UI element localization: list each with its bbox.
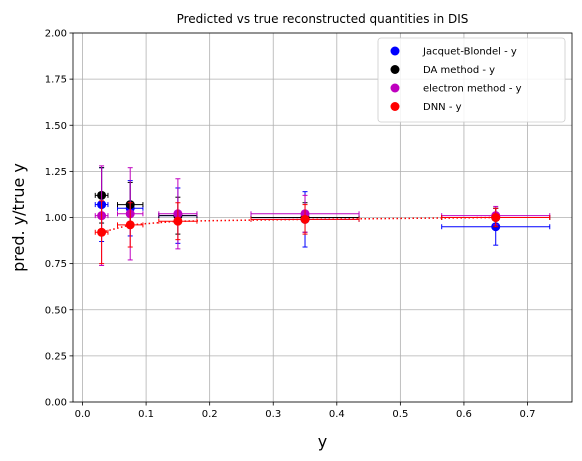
- x-tick-label: 0.2: [202, 409, 218, 420]
- x-tick-label: 0.1: [138, 409, 154, 420]
- legend-item: DA method - y: [390, 65, 495, 76]
- legend-label: electron method - y: [423, 84, 522, 95]
- y-axis-title: pred. y/true y: [9, 163, 28, 272]
- series-3: [94, 200, 551, 265]
- chart-title: Predicted vs true reconstructed quantiti…: [177, 12, 469, 26]
- y-tick-label: 2.00: [45, 29, 67, 40]
- legend-item: DNN - y: [390, 102, 462, 113]
- x-tick-label: 0.6: [456, 409, 472, 420]
- x-tick-label: 0.3: [265, 409, 281, 420]
- y-tick-label: 1.00: [45, 213, 67, 224]
- legend: Jacquet-Blondel - y DA method - y electron…: [377, 37, 566, 123]
- legend-label: DNN - y: [423, 102, 462, 113]
- y-tick-label: 0.00: [45, 398, 67, 409]
- data-point: [125, 220, 135, 230]
- data-point: [300, 214, 310, 224]
- y-tick-label: 1.50: [45, 121, 67, 132]
- y-tick-label: 1.75: [45, 75, 67, 86]
- legend-label: DA method - y: [423, 65, 495, 76]
- y-tick-label: 0.75: [45, 259, 67, 270]
- series-layer: [94, 165, 551, 266]
- x-tick-label: 0.0: [75, 409, 91, 420]
- x-axis-title: y: [318, 432, 327, 451]
- legend-box: [377, 37, 566, 123]
- data-point: [491, 213, 501, 222]
- legend-marker: [390, 46, 400, 56]
- legend-label: Jacquet-Blondel - y: [422, 47, 517, 58]
- y-tick-label: 1.25: [45, 167, 67, 178]
- y-tick-label: 0.50: [45, 305, 67, 316]
- legend-item: Jacquet-Blondel - y: [390, 46, 517, 58]
- data-point: [173, 216, 183, 226]
- y-tick-label: 0.25: [45, 351, 67, 362]
- x-tick-label: 0.4: [329, 409, 345, 420]
- legend-marker: [390, 102, 400, 111]
- x-tick-label: 0.7: [520, 409, 536, 420]
- x-tick-label: 0.5: [392, 409, 408, 420]
- legend-marker: [390, 83, 400, 93]
- legend-marker: [390, 65, 400, 74]
- legend-item: electron method - y: [390, 83, 522, 95]
- data-point: [97, 227, 107, 237]
- ticks: 0.0 0.1 0.2 0.3 0.4 0.5 0.6 0.7 0.00 0.25 0.50 0.75…: [45, 29, 536, 421]
